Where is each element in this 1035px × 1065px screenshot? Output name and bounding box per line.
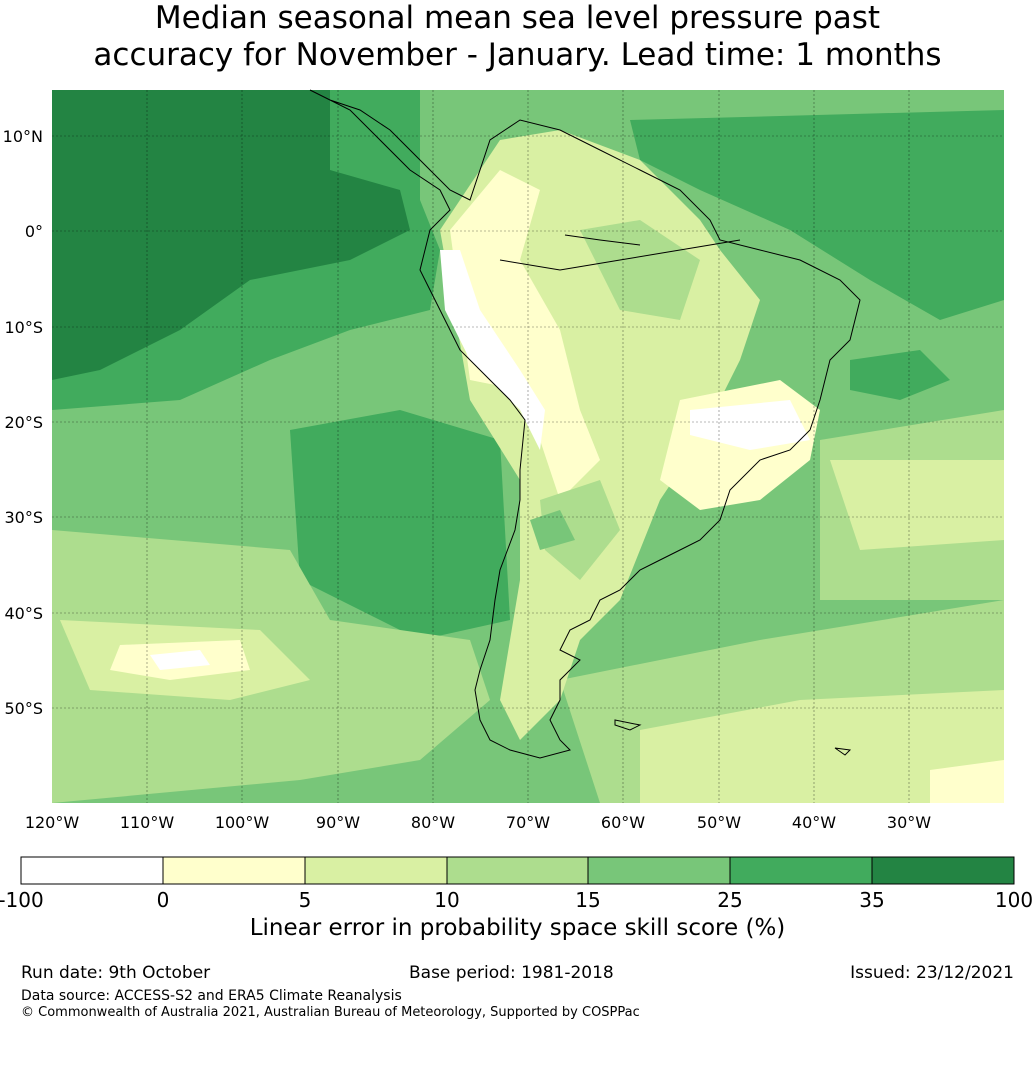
lon-label: 80°W [411, 813, 455, 832]
colorbar-tick: 5 [299, 888, 312, 912]
lat-label: 40°S [4, 604, 43, 623]
lat-label: 10°N [3, 127, 43, 146]
lon-label: 30°W [887, 813, 931, 832]
colorbar-segment [447, 857, 588, 884]
lat-label: 10°S [4, 318, 43, 337]
colorbar-segment [872, 857, 1014, 884]
colorbar-segment [588, 857, 730, 884]
lat-label: 0° [25, 222, 43, 241]
lon-label: 60°W [601, 813, 645, 832]
colorbar-segments [21, 857, 1014, 884]
colorbar-tick: 15 [575, 888, 600, 912]
colorbar-ticks: -100 0 5 10 15 25 35 100 [0, 888, 1033, 912]
title-line-1: Median seasonal mean sea level pressure … [154, 0, 881, 36]
map-area [52, 90, 1004, 803]
copyright: © Commonwealth of Australia 2021, Austra… [21, 1005, 640, 1020]
graticule [52, 90, 1004, 803]
longitude-labels: 120°W 110°W 100°W 90°W 80°W 70°W 60°W 50… [25, 813, 931, 832]
lon-label: 50°W [697, 813, 741, 832]
lat-label: 20°S [4, 413, 43, 432]
colorbar-tick: 35 [859, 888, 884, 912]
issued-date: Issued: 23/12/2021 [850, 963, 1014, 983]
lon-label: 100°W [215, 813, 270, 832]
lon-label: 90°W [316, 813, 360, 832]
colorbar-tick: -100 [0, 888, 44, 912]
coastline [309, 89, 861, 759]
lat-label: 30°S [4, 508, 43, 527]
colorbar-tick: 100 [995, 888, 1033, 912]
lon-label: 120°W [25, 813, 80, 832]
colorbar-label: Linear error in probability space skill … [249, 915, 786, 941]
lat-label: 50°S [4, 699, 43, 718]
lon-label: 70°W [506, 813, 550, 832]
colorbar-segment [730, 857, 872, 884]
title-line-2: accuracy for November - January. Lead ti… [93, 37, 942, 73]
colorbar-segment [305, 857, 447, 884]
data-source: Data source: ACCESS-S2 and ERA5 Climate … [21, 988, 402, 1004]
colorbar: -100 0 5 10 15 25 35 100 [0, 856, 1033, 912]
colorbar-segment [163, 857, 305, 884]
colorbar-segment [21, 857, 163, 884]
run-date: Run date: 9th October [21, 963, 211, 983]
colorbar-tick: 10 [434, 888, 459, 912]
colorbar-tick: 25 [717, 888, 742, 912]
colorbar-tick: 0 [157, 888, 170, 912]
latitude-labels: 10°N 0° 10°S 20°S 30°S 40°S 50°S [3, 127, 43, 718]
lon-label: 110°W [120, 813, 175, 832]
base-period: Base period: 1981-2018 [409, 963, 614, 983]
lon-label: 40°W [792, 813, 836, 832]
skill-map: 120°W 110°W 100°W 90°W 80°W 70°W 60°W 50… [3, 89, 1004, 832]
map-title: Median seasonal mean sea level pressure … [0, 0, 1035, 74]
